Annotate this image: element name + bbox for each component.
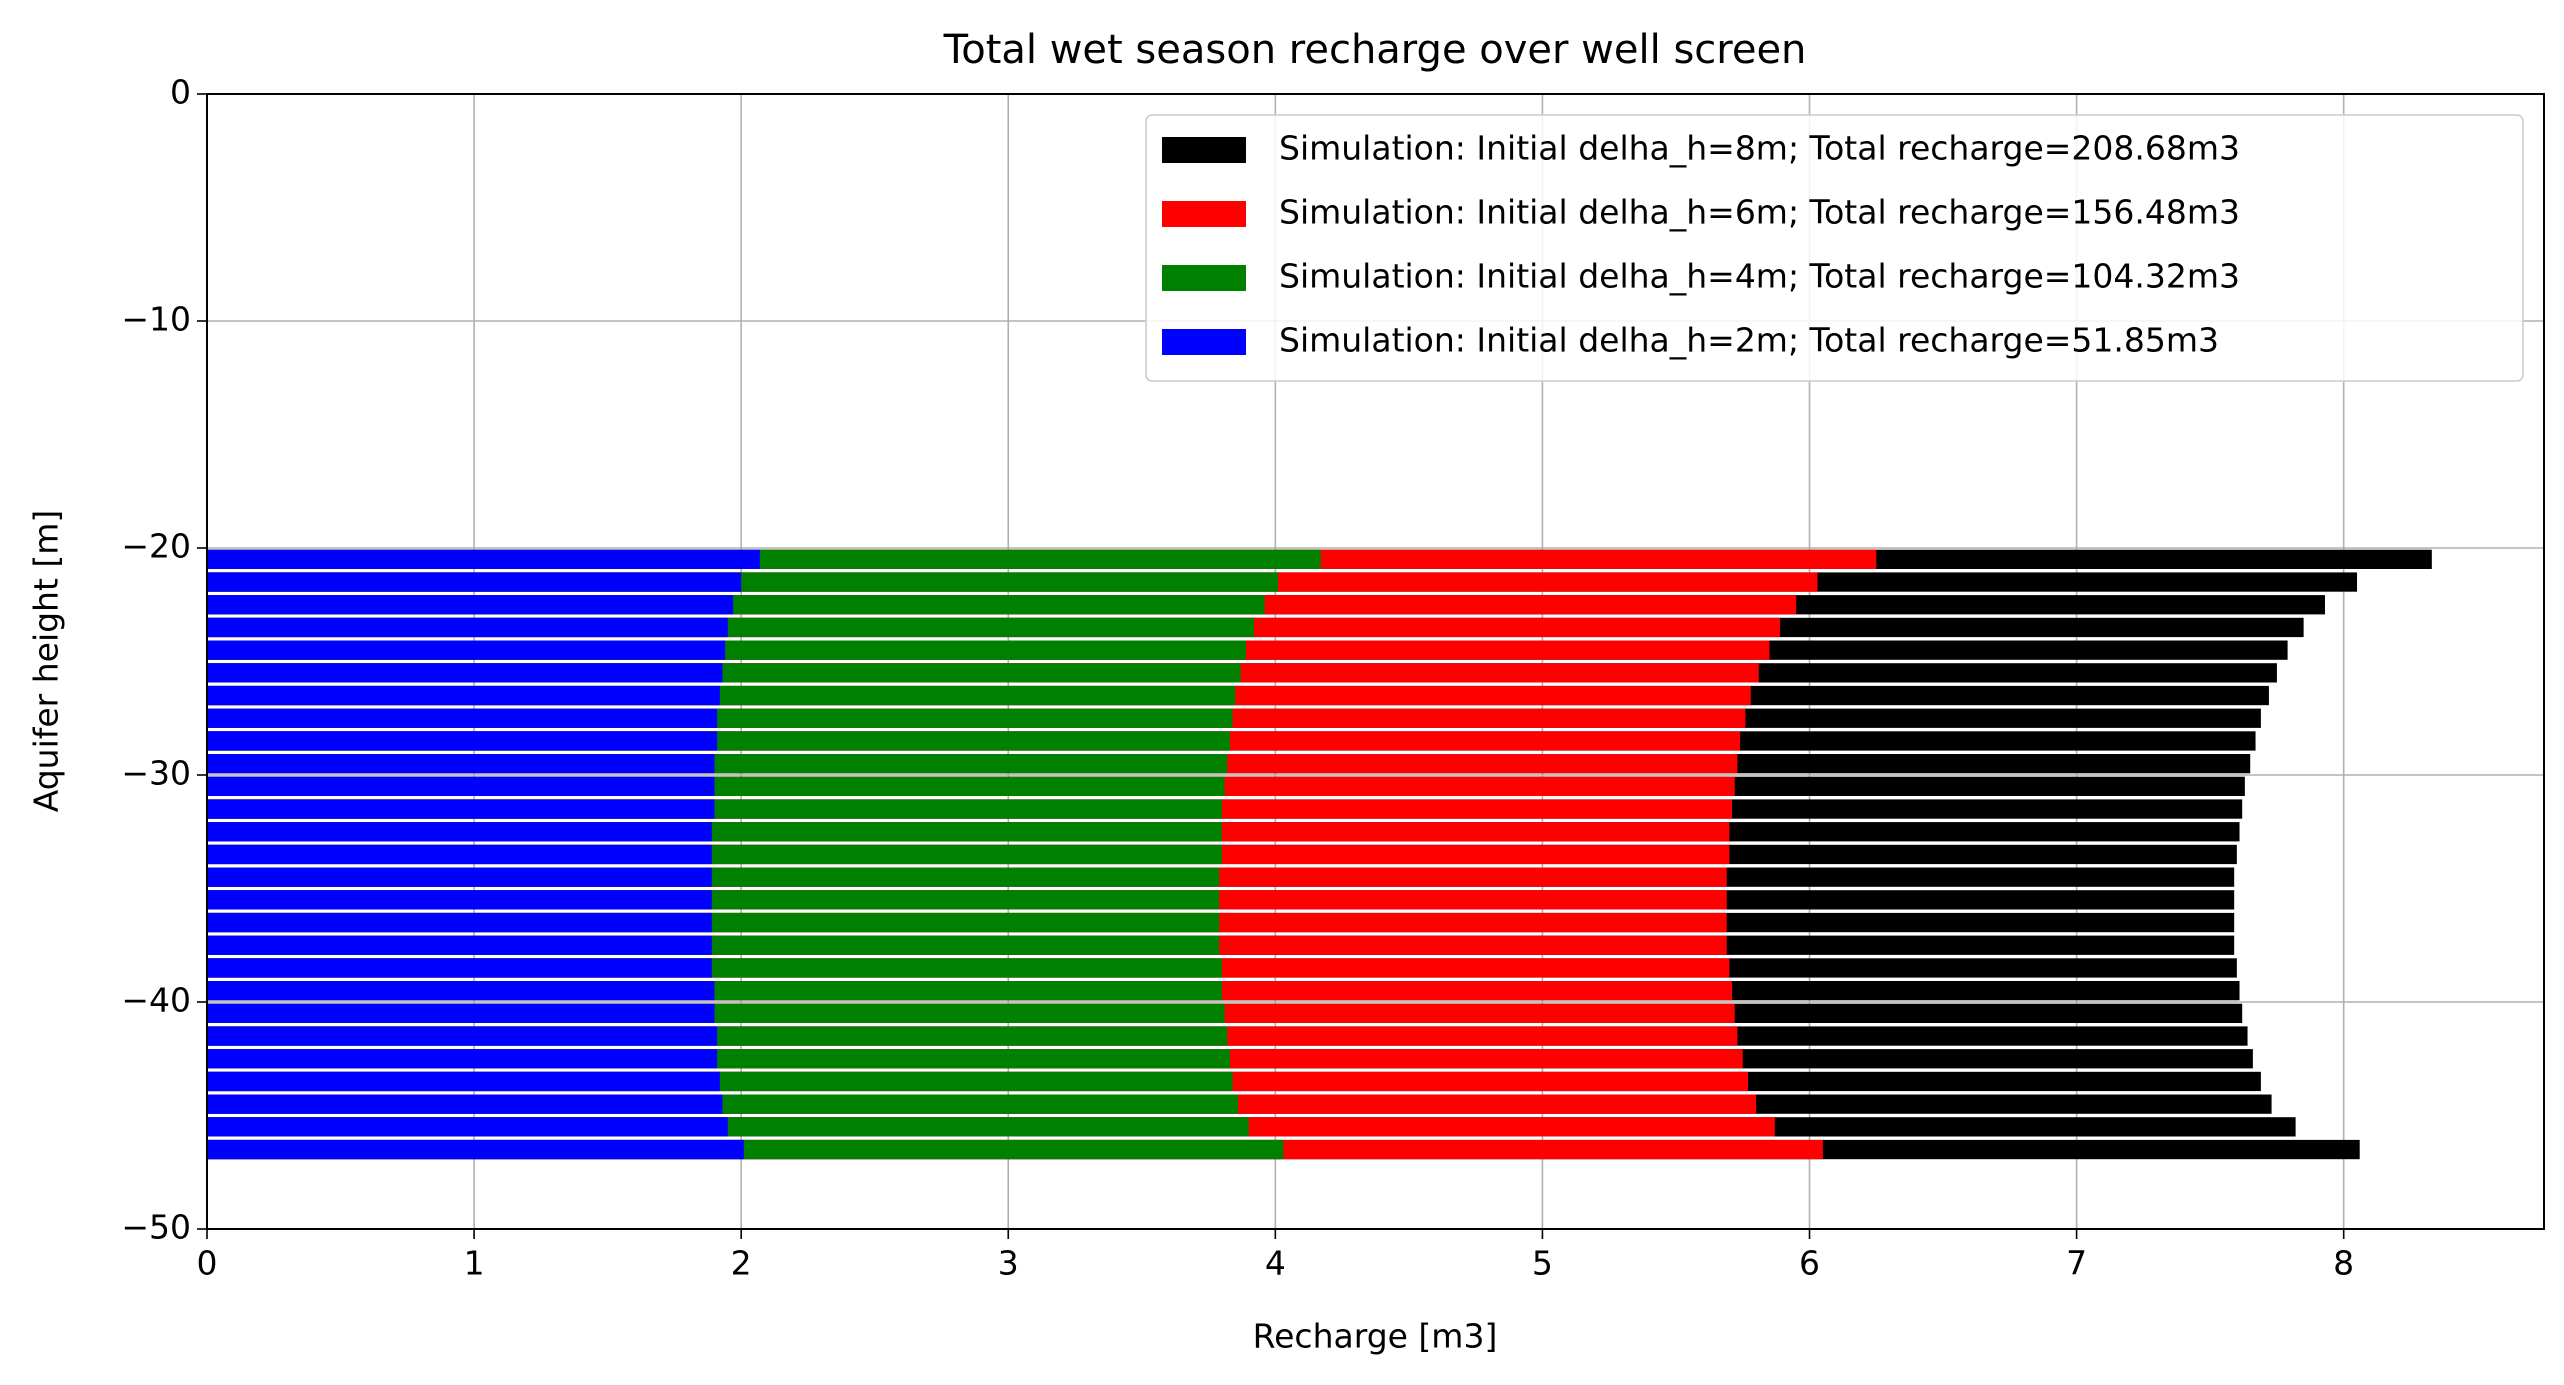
bar [207, 1071, 720, 1092]
legend-swatch [1162, 201, 1246, 227]
chart-title: Total wet season recharge over well scre… [943, 27, 1807, 73]
legend-label: Simulation: Initial delha_h=6m; Total re… [1279, 193, 2240, 232]
bar [207, 1094, 723, 1114]
x-tick-label: 5 [1532, 1244, 1553, 1283]
bar [207, 549, 760, 569]
x-tick-label: 1 [464, 1244, 485, 1283]
bar [207, 776, 715, 796]
bar [207, 935, 712, 955]
y-tick-label: −50 [121, 1208, 191, 1247]
bar [207, 890, 712, 910]
bar [207, 685, 720, 706]
x-tick-label: 7 [2066, 1244, 2087, 1283]
bar [207, 572, 742, 592]
bar [207, 822, 712, 842]
x-tick-label: 4 [1265, 1244, 1286, 1283]
bar [207, 912, 712, 933]
y-tick-label: −20 [121, 527, 191, 566]
bar [207, 1049, 718, 1069]
bar [207, 1026, 718, 1046]
bar [207, 1117, 728, 1137]
y-axis-label: Aquifer height [m] [27, 510, 66, 813]
bar [207, 867, 712, 887]
bar [207, 617, 728, 638]
bar [207, 663, 723, 683]
x-tick-label: 8 [2333, 1244, 2354, 1283]
bar [207, 958, 712, 978]
bar [207, 754, 715, 774]
legend-swatch [1162, 329, 1246, 355]
y-tick-label: −30 [121, 754, 191, 793]
bar [207, 1139, 744, 1160]
legend-box [1145, 114, 2524, 382]
legend-swatch [1162, 265, 1246, 291]
bar [207, 799, 715, 819]
bar [207, 708, 718, 728]
y-tick-label: −40 [121, 981, 191, 1020]
bar [207, 981, 715, 1001]
bar [207, 640, 726, 660]
bar [207, 1003, 715, 1023]
x-tick-label: 3 [998, 1244, 1019, 1283]
legend: Simulation: Initial delha_h=8m; Total re… [1145, 114, 2524, 382]
x-axis-label: Recharge [m3] [1253, 1317, 1498, 1356]
x-tick-label: 2 [731, 1244, 752, 1283]
legend-swatch [1162, 137, 1246, 163]
y-tick-label: 0 [170, 73, 191, 112]
plot-frame [206, 93, 2545, 1230]
legend-label: Simulation: Initial delha_h=2m; Total re… [1279, 321, 2219, 360]
y-tick-label: −10 [121, 300, 191, 339]
legend-label: Simulation: Initial delha_h=8m; Total re… [1279, 129, 2240, 168]
bar [207, 731, 718, 751]
bar [207, 595, 734, 615]
x-tick-label: 6 [1799, 1244, 1820, 1283]
bar [207, 844, 712, 865]
legend-label: Simulation: Initial delha_h=4m; Total re… [1279, 257, 2240, 296]
x-tick-label: 0 [197, 1244, 218, 1283]
